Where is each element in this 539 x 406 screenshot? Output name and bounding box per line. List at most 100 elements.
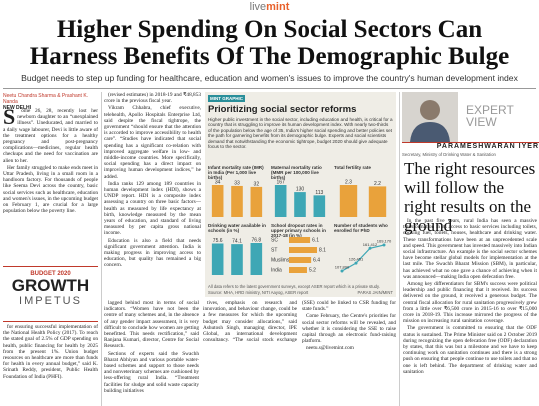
value-label: 32 [254,181,260,187]
bar [368,186,387,217]
authors: Neetu Chandra Sharma & Prashant K. Nanda [3,93,89,105]
bar [274,185,287,217]
value-label: 34 [215,180,221,186]
paragraph: Come February, the Centre's priorities f… [302,313,396,345]
infographic: MINT GRAPHIC Prioritizing social sector … [205,92,396,297]
chart-title: Drinking water available in schools (in … [208,223,266,233]
value-label: 33 [234,180,240,186]
bar [289,267,307,273]
value-label: 169,170 [377,239,392,244]
column: tives, emphasis on research and innovati… [203,300,396,406]
point [340,269,344,273]
bar [289,257,312,263]
mini-chart: 34 33 32 [211,180,263,217]
budget-subtitle: IMPETUS [19,295,82,307]
paragraph: neetu.s@livemint.com [306,345,354,352]
chart-title: Total fertility rate [334,165,371,170]
point [354,261,358,265]
value-label: 76.8 [251,238,261,244]
value-label: 8.1 [319,248,326,254]
column: S ome 26, 28, recently lost her newborn … [3,108,98,262]
paragraph: lagged behind most in terms of social in… [104,300,199,350]
logo-mint: mint [266,1,290,13]
divider [101,92,102,406]
paragraph: India ranks 129 among 189 countries in h… [104,180,201,237]
paragraph: Education is also a field that needs sig… [104,237,201,269]
logo: livemint [0,1,539,13]
value-label: 107,890 [335,265,350,270]
column: lagged behind most in terms of social in… [104,300,199,406]
value-label: 126,451 [349,257,364,262]
point [382,243,386,247]
chart-title: Maternal mortality ratio (MMR per 100,00… [271,165,322,180]
place: NEW DELHI [3,105,32,111]
subheadline: Budget needs to step up funding for heal… [21,73,518,83]
mini-chart: 167 130 113 [274,180,326,217]
paragraph: (revised estimates) in 2018-19 and ₹48,8… [104,92,201,105]
value-label: 167 [276,180,285,186]
value-label: 2.2 [374,181,381,187]
paragraph: Vikram Chhabra, chief executive, telehea… [104,105,201,180]
bar [211,243,224,275]
credit: PARAS JAIN/MINT [357,290,393,295]
source: Source: MHA, HRD ministry, NITI Aayog, A… [208,290,393,295]
mini-chart: 2.3 2.2 [339,180,387,217]
budget-label: BUDGET 2020 [30,271,71,277]
column: (revised estimates) in 2018-19 and ₹48,8… [104,92,201,297]
value-label: 161,412 [363,242,378,247]
bar [250,243,263,275]
budget-box: BUDGET 2020 GROWTH IMPETUS [3,266,98,322]
value-label: 2.3 [345,180,352,186]
category-label: Muslims [271,258,290,264]
paragraphs: ome 26, 28, recently lost her newborn da… [3,108,98,214]
paragraph: The government is committed to ensuring … [403,325,537,375]
expert-photo [402,92,458,142]
divider [399,92,400,406]
chart-title: Number of students who enrolled for PhD [334,223,388,233]
bar [231,244,243,275]
mini-chart: SC 6.1 ST 8.1 Muslims 6.4 India 5.2 [271,237,326,274]
value-label: 5.2 [309,268,316,274]
paragraph: tives, emphasis on research and innovati… [203,300,396,344]
bar [289,247,317,253]
bar [294,192,306,217]
mini-chart: 75.6 74.1 76.8 [211,238,263,275]
category-label: SC [271,238,278,244]
value-label: 130 [296,187,305,193]
chart-title: Infant mortality rate (IMR) in India (Pe… [208,165,264,180]
bar [211,185,224,217]
line [341,244,385,272]
expert-label: EXPERT VIEW [466,103,514,129]
value-label: 6.1 [312,238,319,244]
value-label: 6.4 [313,258,320,264]
note: All data refers to the latest government… [208,284,380,289]
expert-quote: The right resources will follow the righ… [404,159,536,235]
drop-cap: S [3,108,16,129]
paragraph: Sections of experts said the Swachh Bhar… [104,350,199,394]
expert-role: Secretary, Ministry of Drinking Water & … [402,152,496,157]
infographic-title: Prioritizing social sector reforms [208,104,357,115]
expert-name: PARAMESHWARAN IYER [402,142,539,152]
byline: Neetu Chandra Sharma & Prashant K. Nanda… [3,93,98,111]
value-label: 75.6 [213,238,223,244]
bar [313,195,326,217]
bar [289,237,311,243]
paragraph: Among key differentiators for SBM's succ… [403,281,537,325]
paragraph: ome 26, 28, recently lost her newborn da… [3,108,98,164]
photo-body [410,122,450,142]
headline: Higher Spending On Social Sectors Can Ha… [29,16,510,70]
category-label: ST [271,248,277,254]
paragraph: Her family struggled to make ends meet i… [3,164,98,215]
paragraph: for ensuring successful implementation o… [3,324,98,380]
logo-live: live [249,1,267,13]
value-label: 113 [315,190,323,196]
source-text: Source: MHA, HRD ministry, NITI Aayog, A… [208,290,309,295]
point [368,246,372,250]
photo-head [420,100,440,120]
column: for ensuring successful implementation o… [3,324,98,406]
budget-title: GROWTH [11,276,90,295]
column: In the past five years, rural India has … [403,218,537,406]
bar [250,186,263,217]
